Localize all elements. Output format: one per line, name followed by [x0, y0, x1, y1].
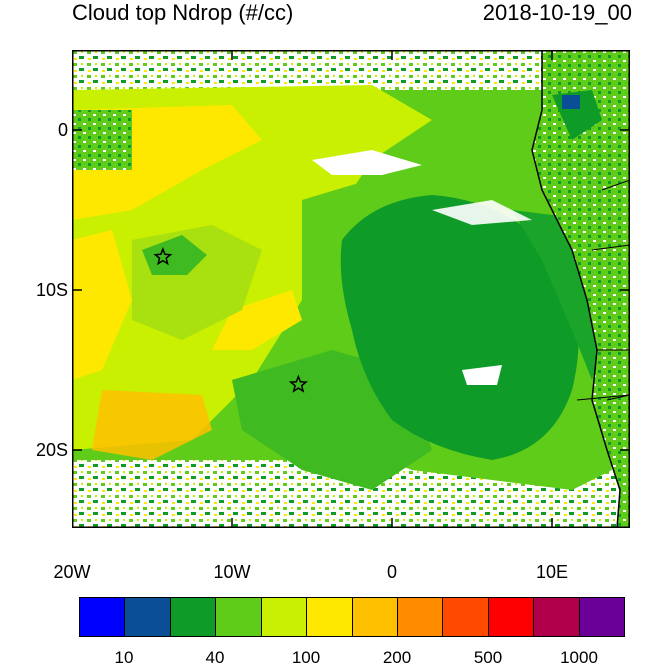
land-blue-patch [562, 95, 580, 109]
colorbar-label-40: 40 [205, 648, 225, 667]
marker-layer [153, 247, 308, 393]
colorbar [79, 597, 625, 637]
map-datetime: 2018-10-19_00 [482, 0, 632, 25]
colorbar-swatch [125, 598, 171, 636]
country-borders [576, 179, 630, 401]
colorbar-swatch [579, 598, 625, 636]
colorbar-swatch [534, 598, 580, 636]
coastline [531, 50, 630, 528]
colorbar-label-500: 500 [473, 648, 503, 667]
white-gap-center [462, 365, 502, 385]
colorbar-swatch [216, 598, 262, 636]
colorbar-label-200: 200 [382, 648, 412, 667]
colorbar-swatch [170, 598, 217, 636]
lon-label-10w: 10W [213, 562, 251, 582]
yellow-region-center [212, 290, 302, 350]
map-svg [72, 50, 630, 528]
colorbar-swatch [261, 598, 308, 636]
north-speckle [72, 50, 630, 90]
map-title: Cloud top Ndrop (#/cc) [72, 0, 294, 25]
dark-green-core [340, 195, 579, 460]
map-frame [72, 50, 630, 528]
star-marker [153, 247, 173, 266]
star-marker [288, 374, 308, 393]
lon-label-0: 0 [386, 562, 397, 582]
colorbar-label-10: 10 [114, 648, 134, 667]
colorbar-swatch [488, 598, 535, 636]
lon-label-20w: 20W [53, 562, 91, 582]
land-africa [532, 50, 630, 528]
white-gap-east [432, 200, 532, 225]
lat-label-20s: 20S [35, 440, 68, 460]
yellow-region-west [72, 230, 132, 380]
lat-label-10s: 10S [35, 280, 68, 300]
lon-label-10e: 10E [535, 562, 569, 582]
map-panel [72, 50, 630, 528]
colorbar-label-100: 100 [291, 648, 321, 667]
colorbar-swatch [80, 598, 126, 636]
green-patch-west [142, 235, 207, 275]
speckle-nw [72, 110, 132, 170]
colorbar-swatch [352, 598, 398, 636]
colorbar-swatch [307, 598, 353, 636]
white-gap-north [312, 150, 422, 175]
axis-ticks [72, 50, 630, 528]
colorbar-label-1000: 1000 [560, 648, 598, 667]
colorbar-swatch [443, 598, 489, 636]
lat-label-0: 0 [57, 120, 68, 140]
colorbar-swatch [397, 598, 444, 636]
orange-region-south [92, 390, 212, 460]
